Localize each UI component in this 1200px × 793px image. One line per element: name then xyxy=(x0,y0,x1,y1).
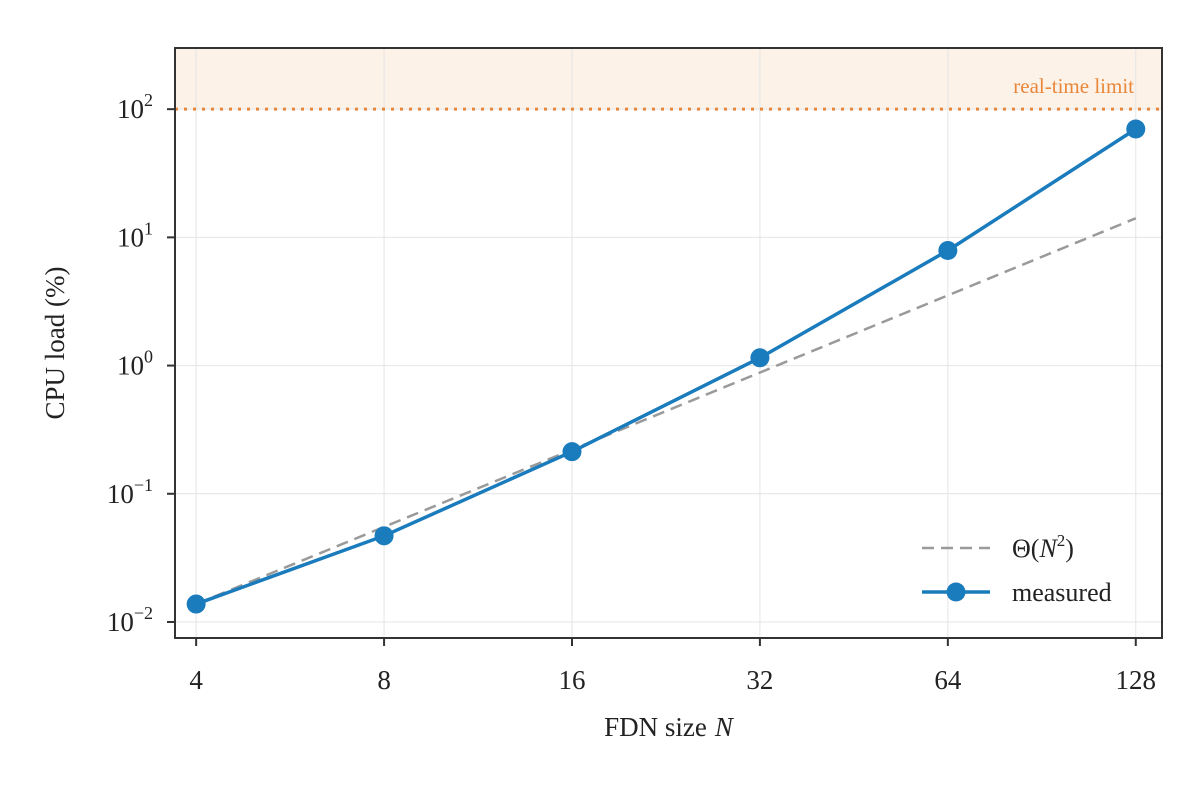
plot-frame xyxy=(174,47,1163,639)
measured-point xyxy=(938,240,958,260)
over-limit-shaded-region xyxy=(175,48,1162,110)
x-tick-label: 8 xyxy=(377,665,391,695)
y-tick-exponent: 0 xyxy=(144,347,153,367)
x-axis: 4 8 16 32 64 128 xyxy=(189,638,1156,695)
x-tick-label: 4 xyxy=(189,665,203,695)
x-tick-label: 16 xyxy=(558,665,585,695)
y-axis-title: CPU load (%) xyxy=(40,267,70,420)
grid-lines xyxy=(175,48,1162,638)
measured-line xyxy=(195,127,1137,606)
y-tick-label: 10−2 xyxy=(107,603,153,637)
measured-point xyxy=(374,526,394,546)
y-tick-label: 101 xyxy=(117,218,153,252)
x-tick-label: 64 xyxy=(934,665,962,695)
y-tick-exponent: −1 xyxy=(134,475,153,495)
y-tick-label: 102 xyxy=(117,90,153,124)
series-layer xyxy=(186,119,1146,614)
x-tick-label: 128 xyxy=(1116,665,1157,695)
x-axis-title-text: FDN size xyxy=(604,712,707,742)
legend-theta-label: Θ(N2) xyxy=(1012,531,1074,563)
y-tick-base: 10 xyxy=(117,351,144,381)
y-tick-exponent: −2 xyxy=(134,603,153,623)
plot-area: real-time limit xyxy=(174,47,1163,639)
legend-theta-prefix: Θ( xyxy=(1012,534,1039,563)
y-tick-exponent: 2 xyxy=(144,90,153,110)
y-tick-base: 10 xyxy=(107,607,134,637)
measured-point xyxy=(186,594,206,614)
x-axis-title-variable: N xyxy=(714,712,735,742)
measured-point xyxy=(1126,119,1146,139)
x-tick-label: 32 xyxy=(746,665,773,695)
y-tick-base: 10 xyxy=(107,479,134,509)
legend-theta-exp: 2 xyxy=(1057,531,1066,550)
measured-point xyxy=(750,348,770,368)
y-tick-base: 10 xyxy=(117,94,144,124)
y-tick-exponent: 1 xyxy=(144,218,153,238)
y-tick-label: 10−1 xyxy=(107,475,153,509)
y-tick-base: 10 xyxy=(117,222,144,252)
y-tick-label: 100 xyxy=(117,347,153,381)
measured-point xyxy=(562,442,582,462)
legend-measured-label: measured xyxy=(1012,578,1112,607)
theta-n-squared-line xyxy=(195,217,1137,606)
legend: Θ(N2) measured xyxy=(922,531,1112,607)
legend-theta-suffix: ) xyxy=(1065,534,1074,563)
real-time-limit-label: real-time limit xyxy=(1013,74,1134,98)
legend-measured-marker xyxy=(946,582,966,602)
x-axis-title: FDN size N xyxy=(604,712,735,742)
legend-theta-var: N xyxy=(1038,534,1058,563)
